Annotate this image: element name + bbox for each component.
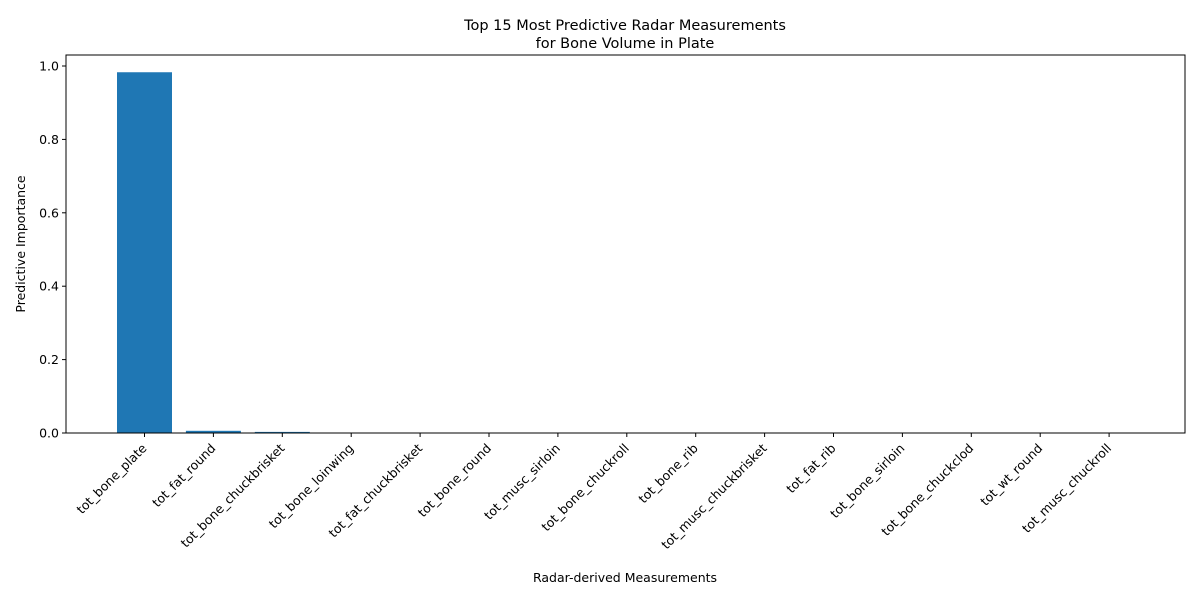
y-tick-label: 0.0: [39, 426, 59, 441]
y-tick-label: 0.8: [39, 132, 59, 147]
x-tick-label: tot_bone_round: [415, 441, 495, 521]
bar-tot_bone_plate: [117, 72, 172, 434]
y-axis-label: Predictive Importance: [13, 175, 28, 313]
x-tick-label: tot_fat_round: [149, 441, 218, 510]
chart-title-line-1: Top 15 Most Predictive Radar Measurement…: [463, 18, 786, 34]
bar-tot_bone_chuckbrisket: [254, 431, 310, 433]
bars-group: [117, 72, 1137, 434]
x-tick-label: tot_fat_rib: [783, 440, 839, 496]
x-tick-label: tot_wt_round: [977, 441, 1045, 509]
chart-title-line-2: for Bone Volume in Plate: [536, 36, 715, 52]
y-axis: 0.0 0.2 0.4 0.6 0.8 1.0: [39, 59, 66, 441]
x-tick-label: tot_bone_plate: [73, 440, 149, 516]
x-tick-label: tot_bone_rib: [635, 440, 701, 506]
y-tick-label: 1.0: [39, 59, 59, 74]
bar-tot_fat_round: [185, 430, 241, 433]
plot-area-frame: [65, 54, 1186, 434]
y-tick-label: 0.6: [39, 205, 59, 220]
y-tick-label: 0.4: [39, 279, 59, 294]
x-tick-label: tot_bone_sirloin: [827, 441, 907, 521]
y-tick-label: 0.2: [39, 352, 59, 367]
x-axis: tot_bone_plate tot_fat_roundtot_bone_chuc…: [73, 433, 1114, 552]
x-axis-label: Radar-derived Measurements: [533, 570, 717, 585]
